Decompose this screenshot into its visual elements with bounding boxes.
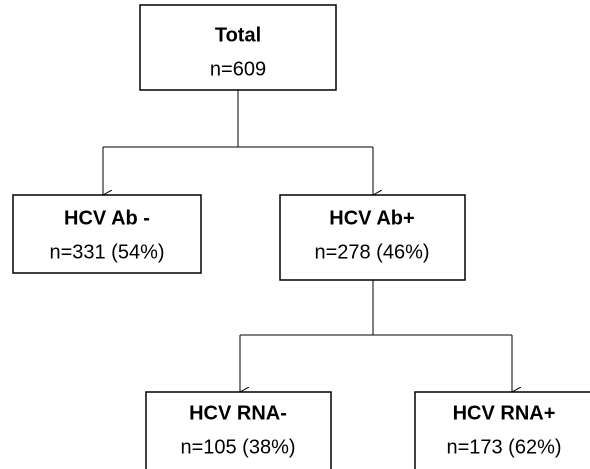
node: Total n=609 <box>139 4 337 91</box>
node-box <box>414 391 590 469</box>
node-label: HCV Ab - <box>64 207 150 229</box>
node-box <box>139 4 337 91</box>
node-label: HCV RNA+ <box>453 402 556 424</box>
node: HCV Ab+ n=278 (46%) <box>279 194 466 281</box>
node-detail: n=173 (62%) <box>446 436 561 458</box>
node-detail: n=331 (54%) <box>49 241 164 263</box>
node-box <box>145 391 332 469</box>
node: HCV RNA+ n=173 (62%) <box>414 391 590 469</box>
node-label: HCV Ab+ <box>329 207 414 229</box>
node-box <box>279 194 466 281</box>
connector <box>103 90 373 148</box>
connector <box>240 280 512 336</box>
node: HCV RNA- n=105 (38%) <box>145 391 332 469</box>
node-detail: n=609 <box>210 58 266 80</box>
node-box <box>12 194 202 274</box>
node-label: Total <box>215 24 261 46</box>
node-detail: n=105 (38%) <box>180 436 295 458</box>
node-detail: n=278 (46%) <box>314 241 429 263</box>
node-label: HCV RNA- <box>189 402 287 424</box>
node: HCV Ab - n=331 (54%) <box>12 194 202 274</box>
